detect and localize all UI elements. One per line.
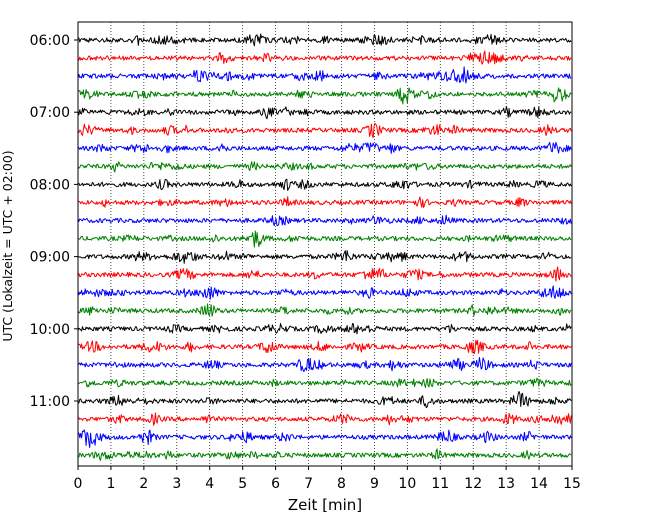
y-tick-label: 11:00 [30,394,70,410]
seismogram-trace-0915 [77,266,572,282]
seismogram-trace-0615 [77,50,572,65]
y-tick-label: 08:00 [30,177,70,193]
x-tick-label: 6 [271,476,280,492]
y-tick-label: 10:00 [30,322,70,338]
seismogram-trace-1000 [77,323,572,335]
plot-frame [77,21,573,467]
seismogram-trace-0700 [77,106,572,120]
seismogram-trace-0630 [77,66,572,84]
trace-layer [77,33,572,461]
x-tick-label: 10 [398,476,416,492]
y-tick-label: 09:00 [30,250,70,266]
y-tick-label: 06:00 [30,33,70,49]
seismogram-trace-1130 [77,429,572,449]
x-axis-ticks: 0 1 2 3 4 5 6 7 8 9 10 11 12 13 14 15 [74,466,581,492]
seismogram-trace-1100 [77,390,572,409]
y-axis-ticks: 06:00 07:00 08:00 09:00 10:00 11:00 [30,33,78,410]
seismogram-trace-0745 [77,161,572,173]
x-tick-label: 9 [370,476,379,492]
x-axis-label: Zeit [min] [288,496,362,514]
seismogram-trace-0715 [77,122,572,139]
seismogram-trace-0945 [77,303,572,317]
seismogram-trace-0830 [77,214,572,227]
x-tick-label: 12 [464,476,482,492]
seismogram-trace-0730 [77,141,572,154]
x-tick-label: 3 [172,476,181,492]
x-tick-label: 14 [530,476,548,492]
x-tick-label: 15 [563,476,581,492]
x-tick-label: 2 [139,476,148,492]
seismogram-trace-0900 [77,250,572,264]
x-tick-label: 13 [497,476,515,492]
seismogram-trace-1045 [77,377,572,389]
seismogram-trace-0800 [77,178,572,191]
x-tick-label: 4 [205,476,214,492]
y-axis-label: UTC (Lokalzeit = UTC + 02:00) [0,150,15,341]
x-tick-label: 8 [337,476,346,492]
x-tick-label: 0 [74,476,83,492]
seismogram-trace-1115 [77,412,572,426]
seismogram-trace-1145 [77,448,572,461]
x-tick-label: 5 [238,476,247,492]
grid-layer [110,22,540,466]
seismogram-trace-0815 [77,196,572,208]
seismogram-trace-0600 [77,33,572,47]
seismogram-trace-1030 [77,356,572,373]
seismogram-trace-0930 [77,285,572,300]
x-tick-label: 11 [431,476,449,492]
x-tick-label: 1 [106,476,115,492]
y-tick-label: 07:00 [30,105,70,121]
seismogram-trace-1015 [77,339,572,355]
seismogram-trace-0845 [77,230,572,248]
seismogram-trace-0645 [77,87,572,105]
x-tick-label: 7 [304,476,313,492]
